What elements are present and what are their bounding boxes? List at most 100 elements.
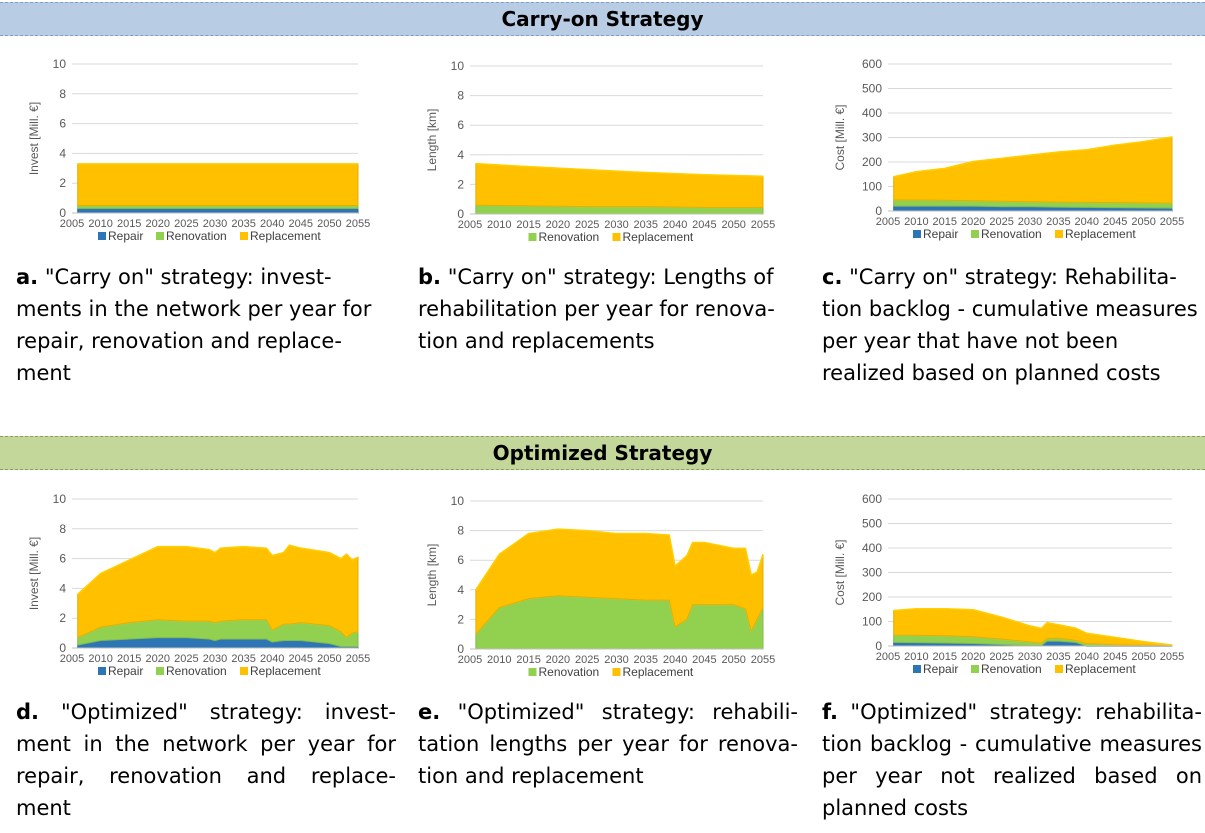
- y-tick-label: 400: [862, 541, 882, 555]
- caption-text: "Optimized" strategy: rehabilita-tion ba…: [822, 700, 1202, 820]
- y-tick-label: 600: [862, 57, 882, 71]
- legend-swatch-replacement: [1055, 230, 1063, 238]
- x-tick-label: 2015: [933, 651, 957, 663]
- chart-e-lengths: 0 2 4 6 8 10 Length [km] 2005 2010 2015 2020 2025 20…: [425, 494, 775, 679]
- x-tick-label: 2020: [961, 651, 985, 663]
- x-tick-label: 2035: [1046, 651, 1070, 663]
- x-tick-label: 2040: [260, 218, 284, 230]
- x-tick-label: 2030: [203, 218, 227, 230]
- x-tick-label: 2015: [516, 219, 540, 231]
- legend-swatch-renovation: [971, 230, 979, 238]
- y-axis-label: Invest [Mill. €]: [27, 537, 41, 610]
- x-tick-label: 2050: [317, 218, 341, 230]
- legend-label-replacement: Replacement: [250, 664, 321, 678]
- legend-label-renovation: Renovation: [539, 230, 600, 244]
- x-tick-label: 2055: [1160, 216, 1184, 228]
- y-tick-label: 100: [862, 615, 882, 629]
- x-tick-label: 2010: [88, 653, 112, 665]
- legend-label-replacement: Replacement: [623, 665, 694, 679]
- x-tick-label: 2015: [933, 216, 957, 228]
- y-tick-label: 4: [457, 148, 464, 162]
- y-tick-label: 6: [59, 552, 66, 566]
- x-tick-label: 2015: [117, 218, 141, 230]
- caption-e: e. "Optimized" strategy: rehabili-tation…: [418, 696, 798, 792]
- legend-label-renovation: Renovation: [539, 665, 600, 679]
- caption-letter: a.: [16, 265, 39, 289]
- x-tick-label: 2055: [346, 218, 370, 230]
- x-tick-label: 2010: [487, 219, 511, 231]
- y-tick-label: 0: [875, 204, 882, 218]
- x-tick-label: 2005: [876, 651, 900, 663]
- x-tick-label: 2055: [751, 219, 775, 231]
- y-tick-label: 500: [862, 82, 882, 96]
- x-tick-label: 2025: [174, 653, 198, 665]
- x-tick-label: 2030: [604, 654, 628, 666]
- x-tick-label: 2030: [1018, 216, 1042, 228]
- legend-swatch-repair: [98, 667, 106, 675]
- y-axis-label: Length [km]: [425, 109, 439, 172]
- x-tick-label: 2020: [146, 653, 170, 665]
- chart-c-backlog: 0 100 200 300 400 500 600 Cost [Mill. €] 2005 201…: [833, 57, 1184, 241]
- y-tick-label: 400: [862, 106, 882, 120]
- y-tick-label: 6: [457, 118, 464, 132]
- x-tick-label: 2020: [961, 216, 985, 228]
- area-edge-replacement: [893, 608, 1173, 646]
- caption-letter: e.: [418, 700, 441, 724]
- area-replacement: [77, 163, 359, 207]
- x-tick-label: 2025: [989, 651, 1013, 663]
- y-tick-label: 2: [59, 611, 66, 625]
- legend-swatch-replacement: [612, 233, 621, 241]
- x-tick-label: 2030: [1018, 651, 1042, 663]
- y-tick-label: 8: [457, 524, 464, 538]
- y-tick-label: 0: [457, 642, 464, 656]
- legend-label-renovation: Renovation: [166, 229, 227, 243]
- x-tick-label: 2010: [904, 216, 928, 228]
- x-tick-label: 2010: [88, 218, 112, 230]
- area-edge-replacement: [893, 136, 1173, 178]
- optimized-title: Optimized Strategy: [492, 441, 713, 465]
- legend-swatch-renovation: [156, 232, 164, 240]
- x-tick-label: 2005: [458, 219, 482, 231]
- x-tick-label: 2045: [289, 653, 313, 665]
- y-tick-label: 600: [862, 492, 882, 506]
- y-tick-label: 6: [59, 117, 66, 131]
- area-stack: [893, 136, 1173, 212]
- x-tick-label: 2035: [1046, 216, 1070, 228]
- legend: Repair Renovation Replacement: [913, 227, 1136, 241]
- y-tick-label: 10: [53, 492, 67, 506]
- y-tick-label: 200: [862, 590, 882, 604]
- y-tick-label: 10: [451, 59, 465, 73]
- y-tick-label: 4: [457, 583, 464, 597]
- y-tick-label: 10: [451, 494, 465, 508]
- x-tick-label: 2050: [1131, 216, 1155, 228]
- legend-label-renovation: Renovation: [166, 664, 227, 678]
- legend-label-replacement: Replacement: [250, 229, 321, 243]
- area-edge-replacement: [475, 528, 764, 591]
- x-tick-label: 2015: [117, 653, 141, 665]
- y-tick-label: 2: [59, 176, 66, 190]
- x-tick-label: 2040: [663, 654, 687, 666]
- chart-b-lengths: 0 2 4 6 8 10 Length [km] 2005 2010 2015 2020 2025 20…: [425, 59, 775, 244]
- x-tick-label: 2045: [1103, 651, 1127, 663]
- legend-label-renovation: Renovation: [981, 662, 1042, 676]
- y-tick-label: 8: [59, 87, 66, 101]
- x-tick-label: 2045: [692, 219, 716, 231]
- x-tick-label: 2015: [516, 654, 540, 666]
- legend: Repair Renovation Replacement: [98, 664, 321, 678]
- chart-f-backlog: 0 100 200 300 400 500 600 Cost [Mill. €] 2005 201…: [833, 492, 1184, 676]
- carry-on-strategy-header: Carry-on Strategy: [0, 2, 1205, 36]
- x-tick-label: 2050: [1131, 651, 1155, 663]
- legend: Repair Renovation Replacement: [913, 662, 1136, 676]
- x-tick-label: 2005: [876, 216, 900, 228]
- area-stack: [893, 608, 1173, 647]
- caption-c: c. "Carry on" strategy: Rehabilita-tion …: [822, 261, 1202, 389]
- y-tick-label: 4: [59, 581, 66, 595]
- caption-text: "Carry on" strategy: Rehabilita-tion bac…: [822, 265, 1198, 385]
- chart-d-investments: 0 2 4 6 8 10 Invest [Mill. €] 2005 2010 2015 2020 2…: [27, 492, 370, 678]
- caption-letter: f.: [822, 700, 838, 724]
- x-tick-label: 2050: [721, 654, 745, 666]
- y-tick-label: 8: [59, 522, 66, 536]
- y-tick-label: 10: [53, 57, 67, 71]
- x-tick-label: 2025: [575, 219, 599, 231]
- x-tick-label: 2045: [1103, 216, 1127, 228]
